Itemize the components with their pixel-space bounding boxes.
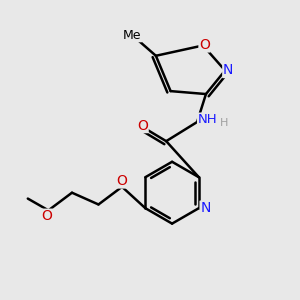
Text: N: N [223,64,233,77]
Text: O: O [199,38,210,52]
Text: NH: NH [198,113,217,126]
Text: Me: Me [123,29,142,42]
Text: O: O [41,209,52,223]
Text: O: O [137,118,148,133]
Text: N: N [200,201,211,215]
Text: H: H [219,118,228,128]
Text: O: O [117,174,128,188]
